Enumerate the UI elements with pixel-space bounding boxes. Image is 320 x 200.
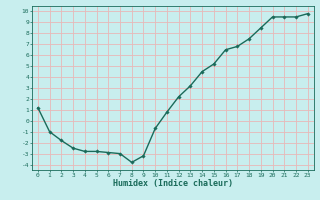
X-axis label: Humidex (Indice chaleur): Humidex (Indice chaleur) (113, 179, 233, 188)
